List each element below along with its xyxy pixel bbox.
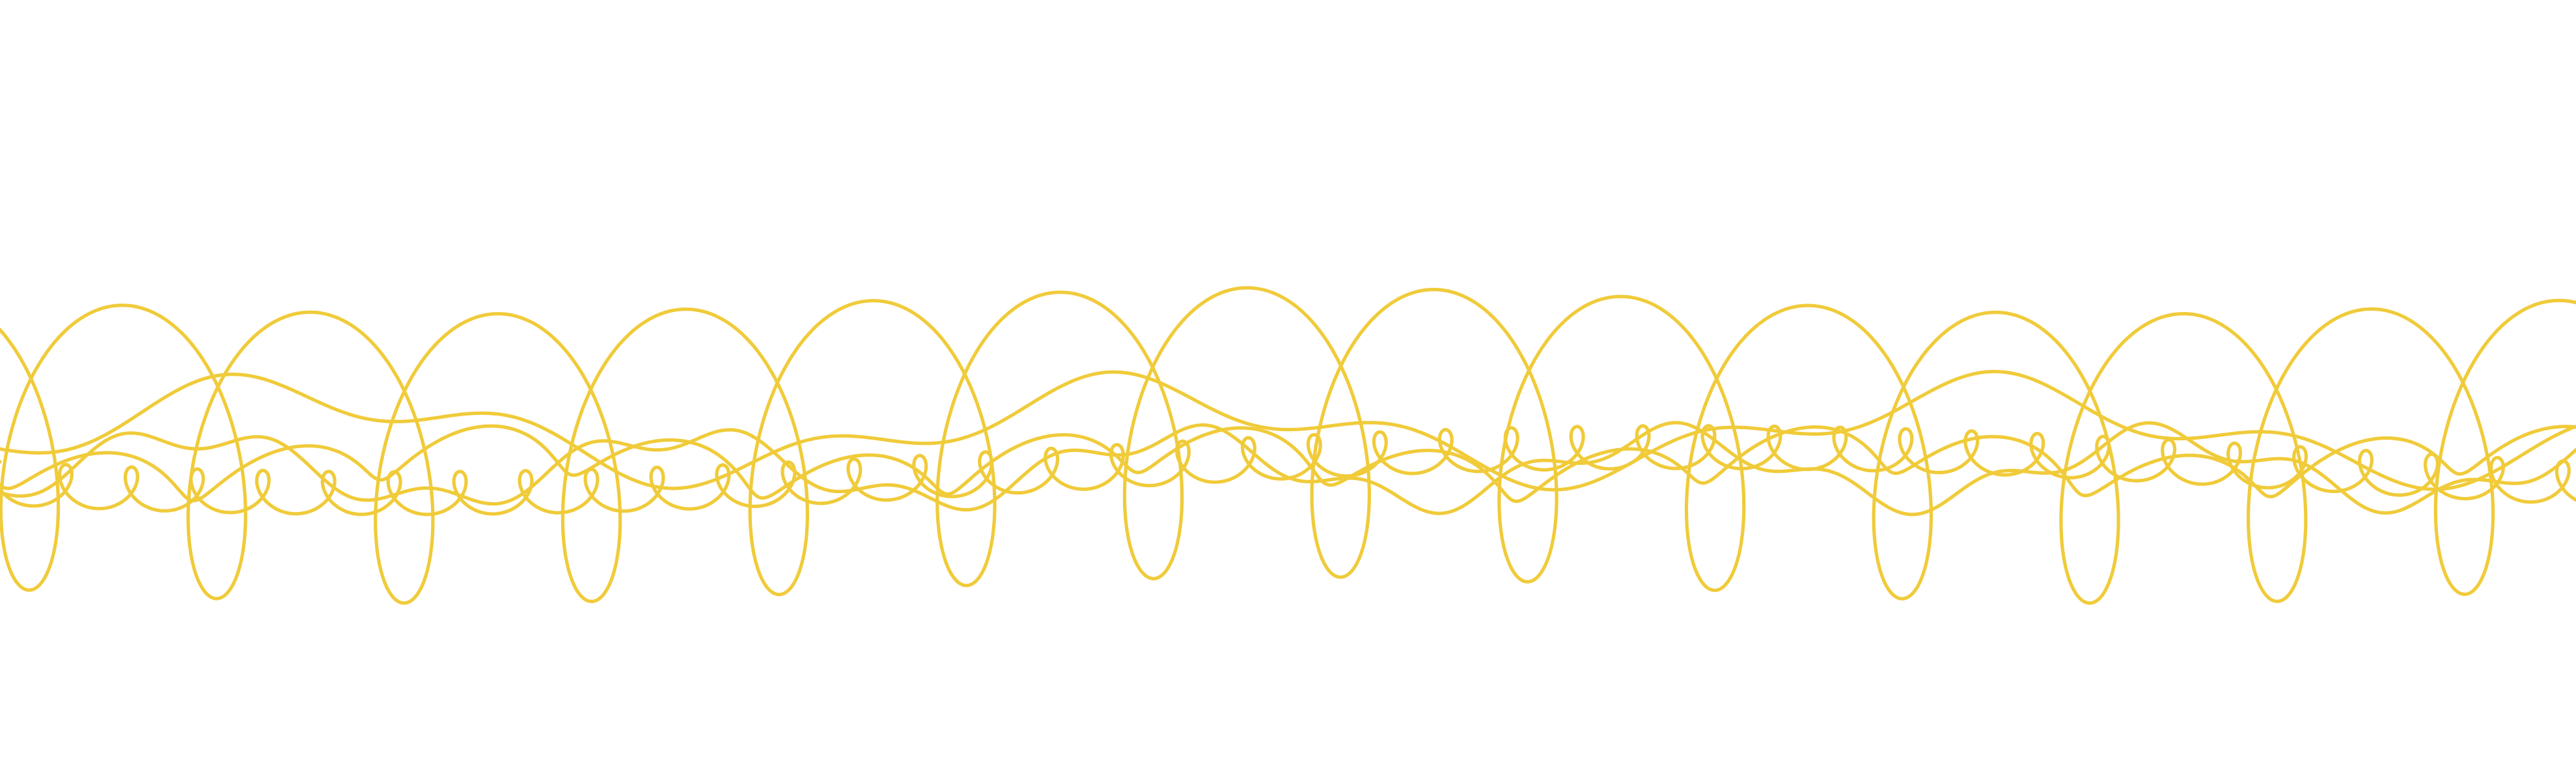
wave-line-5	[0, 424, 2576, 503]
wave-line-2	[0, 424, 2576, 517]
wave-lines-group	[0, 286, 2576, 605]
wave-line-1	[0, 286, 2576, 605]
wave-line-4	[0, 421, 2576, 517]
wave-line-3	[0, 369, 2576, 492]
